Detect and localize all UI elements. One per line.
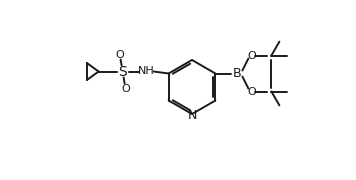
Text: NH: NH — [138, 66, 155, 75]
Text: N: N — [187, 109, 197, 122]
Text: O: O — [247, 87, 256, 96]
Text: O: O — [115, 50, 124, 60]
Text: B: B — [233, 67, 242, 80]
Text: S: S — [118, 64, 127, 78]
Text: O: O — [247, 51, 256, 60]
Text: O: O — [121, 84, 130, 93]
